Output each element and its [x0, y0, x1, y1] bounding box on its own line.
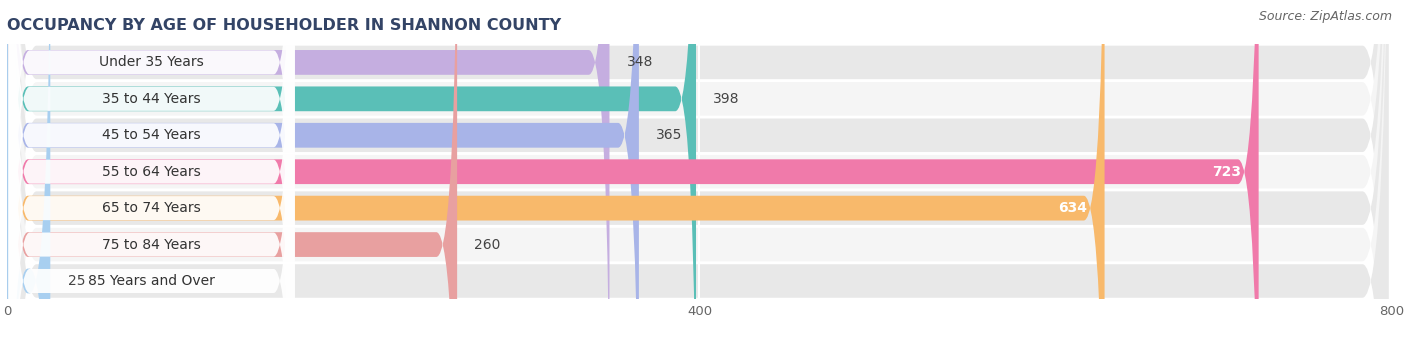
FancyBboxPatch shape [8, 0, 294, 340]
Text: 55 to 64 Years: 55 to 64 Years [103, 165, 201, 179]
FancyBboxPatch shape [7, 0, 638, 340]
FancyBboxPatch shape [7, 0, 696, 340]
FancyBboxPatch shape [8, 0, 294, 340]
Text: 25: 25 [67, 274, 86, 288]
Text: 260: 260 [474, 238, 501, 252]
FancyBboxPatch shape [10, 0, 1389, 340]
FancyBboxPatch shape [10, 0, 1389, 340]
FancyBboxPatch shape [7, 0, 51, 340]
Text: 65 to 74 Years: 65 to 74 Years [103, 201, 201, 215]
Text: 634: 634 [1059, 201, 1087, 215]
Text: OCCUPANCY BY AGE OF HOUSEHOLDER IN SHANNON COUNTY: OCCUPANCY BY AGE OF HOUSEHOLDER IN SHANN… [7, 18, 561, 33]
FancyBboxPatch shape [7, 0, 1105, 340]
FancyBboxPatch shape [7, 0, 1258, 340]
Text: 365: 365 [657, 128, 682, 142]
FancyBboxPatch shape [10, 0, 1389, 340]
Text: 35 to 44 Years: 35 to 44 Years [103, 92, 201, 106]
Text: Under 35 Years: Under 35 Years [100, 55, 204, 69]
FancyBboxPatch shape [8, 0, 294, 340]
FancyBboxPatch shape [8, 0, 294, 340]
Text: 723: 723 [1212, 165, 1241, 179]
FancyBboxPatch shape [8, 0, 294, 340]
Text: 75 to 84 Years: 75 to 84 Years [103, 238, 201, 252]
FancyBboxPatch shape [8, 0, 294, 340]
Text: 85 Years and Over: 85 Years and Over [89, 274, 215, 288]
Text: 398: 398 [713, 92, 740, 106]
Text: Source: ZipAtlas.com: Source: ZipAtlas.com [1258, 10, 1392, 23]
FancyBboxPatch shape [10, 0, 1389, 340]
FancyBboxPatch shape [7, 0, 457, 340]
FancyBboxPatch shape [10, 0, 1389, 340]
FancyBboxPatch shape [7, 0, 609, 340]
Text: 348: 348 [627, 55, 654, 69]
Text: 45 to 54 Years: 45 to 54 Years [103, 128, 201, 142]
FancyBboxPatch shape [10, 0, 1389, 340]
FancyBboxPatch shape [10, 0, 1389, 340]
FancyBboxPatch shape [8, 0, 294, 340]
